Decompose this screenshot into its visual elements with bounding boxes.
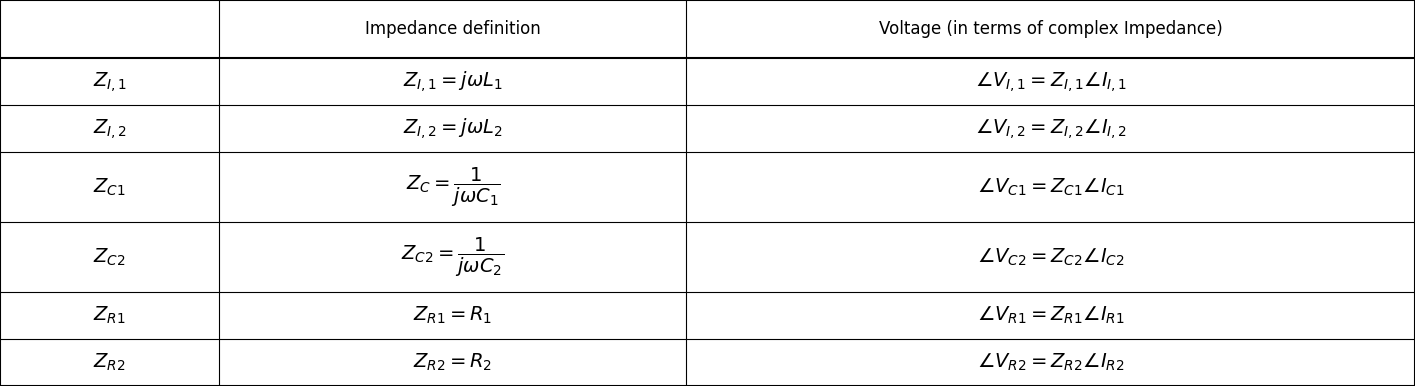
Text: $Z_{I,2} = j\omega L_2$: $Z_{I,2} = j\omega L_2$	[403, 116, 502, 141]
Text: $\angle V_{R1} = Z_{R1}\angle I_{R1}$: $\angle V_{R1} = Z_{R1}\angle I_{R1}$	[976, 305, 1125, 327]
Text: $Z_{R1}$: $Z_{R1}$	[93, 305, 126, 327]
Text: $Z_{R2}$: $Z_{R2}$	[93, 352, 126, 373]
Text: $Z_{C2} = \dfrac{1}{j\omega C_2}$: $Z_{C2} = \dfrac{1}{j\omega C_2}$	[402, 236, 504, 279]
Text: $\angle V_{I,1} = Z_{I,1}\angle I_{I,1}$: $\angle V_{I,1} = Z_{I,1}\angle I_{I,1}$	[975, 70, 1126, 94]
Text: $Z_{C2}$: $Z_{C2}$	[93, 247, 126, 268]
Text: $\angle V_{R2} = Z_{R2}\angle I_{R2}$: $\angle V_{R2} = Z_{R2}\angle I_{R2}$	[976, 352, 1125, 373]
Text: $\angle V_{C2} = Z_{C2}\angle I_{C2}$: $\angle V_{C2} = Z_{C2}\angle I_{C2}$	[976, 247, 1125, 268]
Text: $Z_C = \dfrac{1}{j\omega C_1}$: $Z_C = \dfrac{1}{j\omega C_1}$	[406, 166, 499, 209]
Text: $Z_{R2} = R_2$: $Z_{R2} = R_2$	[413, 352, 492, 373]
Text: $Z_{R1} = R_1$: $Z_{R1} = R_1$	[413, 305, 492, 327]
Text: Impedance definition: Impedance definition	[365, 20, 541, 38]
Text: $\angle V_{C1} = Z_{C1}\angle I_{C1}$: $\angle V_{C1} = Z_{C1}\angle I_{C1}$	[976, 176, 1125, 198]
Text: $Z_{I,1}$: $Z_{I,1}$	[92, 70, 127, 94]
Text: Voltage (in terms of complex Impedance): Voltage (in terms of complex Impedance)	[879, 20, 1223, 38]
Text: $Z_{I,2}$: $Z_{I,2}$	[92, 117, 127, 141]
Text: $Z_{C1}$: $Z_{C1}$	[93, 176, 126, 198]
Text: $\angle V_{I,2} = Z_{I,2}\angle I_{I,2}$: $\angle V_{I,2} = Z_{I,2}\angle I_{I,2}$	[975, 117, 1126, 141]
Text: $Z_{I,1} = j\omega L_1$: $Z_{I,1} = j\omega L_1$	[403, 69, 502, 94]
